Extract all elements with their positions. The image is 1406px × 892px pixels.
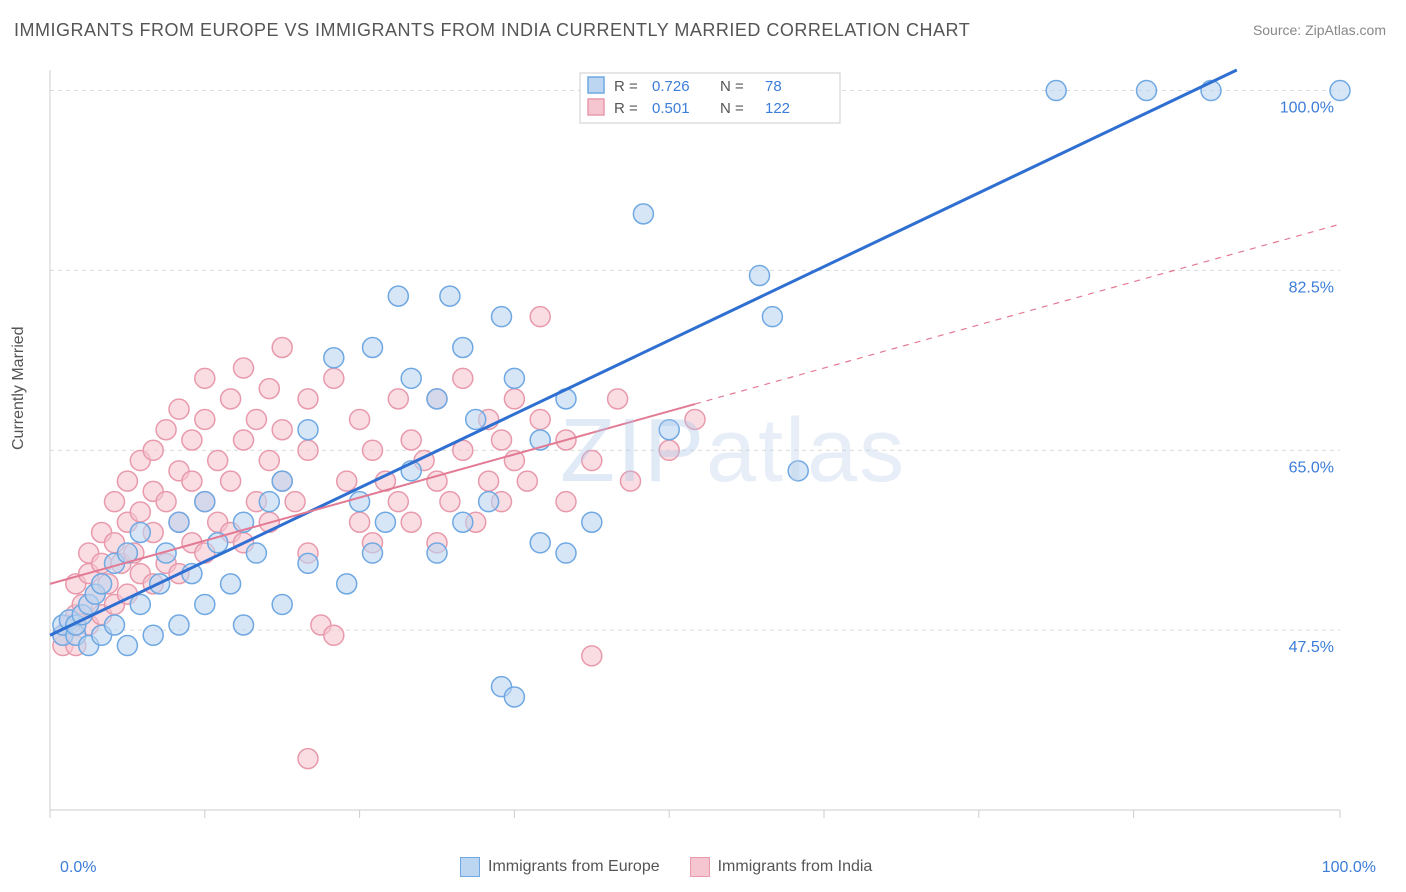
correlation-scatter-chart: 47.5% 65.0% 82.5% 100.0% R = 0.726 N = 78 R = 0.… [40,60,1370,840]
svg-text:78: 78 [765,78,782,95]
legend-swatch-india [690,857,710,877]
bottom-legend: Immigrants from Europe Immigrants from I… [460,857,872,877]
legend-item-europe: Immigrants from Europe [460,857,660,877]
svg-text:47.5%: 47.5% [1289,639,1334,656]
legend-swatch-europe [460,857,480,877]
svg-text:65.0%: 65.0% [1289,459,1334,476]
svg-text:R =: R = [614,100,638,117]
y-axis-label: Currently Married [10,326,28,450]
svg-text:82.5%: 82.5% [1289,279,1334,296]
svg-text:N =: N = [720,78,744,95]
svg-text:N =: N = [720,100,744,117]
chart-title: IMMIGRANTS FROM EUROPE VS IMMIGRANTS FRO… [14,20,970,41]
svg-text:R =: R = [614,78,638,95]
svg-text:0.501: 0.501 [652,100,690,117]
x-axis-max-label: 100.0% [1322,859,1376,877]
svg-text:122: 122 [765,100,790,117]
legend-label-europe: Immigrants from Europe [488,858,660,876]
legend-label-india: Immigrants from India [718,858,873,876]
legend-item-india: Immigrants from India [690,857,873,877]
svg-text:100.0%: 100.0% [1280,100,1334,117]
svg-text:0.726: 0.726 [652,78,690,95]
source-attribution: Source: ZipAtlas.com [1253,22,1386,38]
x-axis-min-label: 0.0% [60,859,96,877]
